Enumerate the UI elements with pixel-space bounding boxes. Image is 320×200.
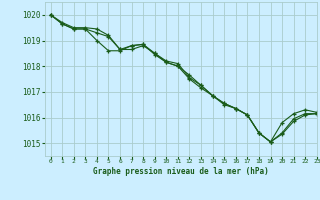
X-axis label: Graphe pression niveau de la mer (hPa): Graphe pression niveau de la mer (hPa) (93, 167, 269, 176)
